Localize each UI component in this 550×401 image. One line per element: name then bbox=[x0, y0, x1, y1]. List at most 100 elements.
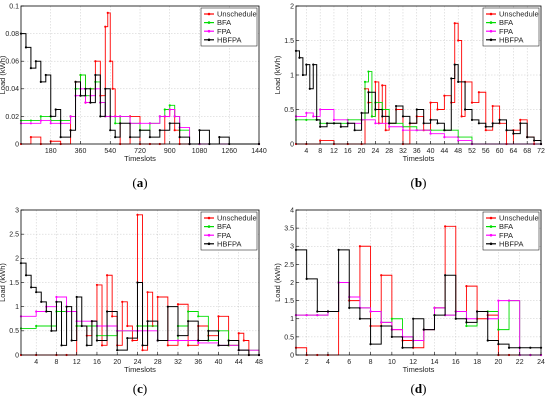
data-point bbox=[401, 129, 405, 132]
data-point bbox=[176, 303, 180, 306]
data-point bbox=[453, 63, 456, 66]
data-point bbox=[104, 87, 107, 90]
legend-label: BFA bbox=[217, 18, 231, 27]
data-point bbox=[332, 122, 336, 125]
data-point bbox=[401, 115, 405, 118]
x-tick-label: 68 bbox=[523, 148, 531, 155]
x-tick-label: 4 bbox=[326, 359, 330, 366]
data-point bbox=[104, 25, 107, 28]
data-point bbox=[187, 320, 190, 323]
data-point bbox=[369, 343, 372, 346]
x-tick-label: 64 bbox=[509, 148, 517, 155]
y-tick-label: 0 bbox=[15, 352, 19, 359]
x-tick-label: 12 bbox=[73, 359, 81, 366]
legend-marker bbox=[207, 21, 211, 24]
x-tick-label: 4 bbox=[304, 148, 308, 155]
legend-label: HBFPA bbox=[499, 35, 523, 44]
panel-caption: (b) bbox=[411, 175, 427, 190]
data-point bbox=[390, 317, 393, 320]
y-tick-label: 4 bbox=[290, 207, 294, 214]
legend-marker bbox=[207, 38, 211, 42]
data-point bbox=[415, 108, 418, 111]
data-point bbox=[141, 349, 144, 352]
data-point bbox=[457, 80, 460, 83]
data-point bbox=[381, 115, 384, 118]
data-point bbox=[176, 339, 180, 342]
data-point bbox=[332, 118, 336, 121]
data-point bbox=[470, 118, 474, 121]
data-point bbox=[443, 94, 446, 97]
data-point bbox=[380, 324, 383, 328]
data-point bbox=[457, 139, 460, 142]
x-tick-label: 12 bbox=[409, 359, 417, 366]
data-point bbox=[111, 315, 114, 318]
y-tick-label: 1 bbox=[290, 316, 294, 323]
data-point bbox=[131, 339, 134, 342]
data-point bbox=[305, 314, 308, 317]
legend-label: FPA bbox=[217, 27, 231, 36]
x-tick-label: 720 bbox=[134, 148, 146, 155]
data-point bbox=[242, 339, 245, 342]
y-tick-label: 0 bbox=[290, 352, 294, 359]
legend-label: HBFPA bbox=[217, 35, 241, 44]
y-tick-label: 0.5 bbox=[9, 328, 19, 335]
data-point bbox=[337, 248, 340, 251]
y-tick-label: 0.04 bbox=[5, 86, 19, 93]
data-point bbox=[45, 310, 48, 313]
data-point bbox=[491, 104, 494, 108]
y-tick-label: 1 bbox=[290, 72, 294, 79]
data-point bbox=[114, 122, 117, 125]
legend-marker bbox=[207, 233, 211, 237]
data-point bbox=[163, 108, 166, 111]
x-tick-label: 32 bbox=[399, 148, 407, 155]
data-point bbox=[100, 344, 104, 347]
data-point bbox=[141, 344, 144, 347]
data-point bbox=[529, 346, 532, 349]
series-line-hbfpa bbox=[21, 262, 259, 356]
data-point bbox=[470, 101, 474, 104]
x-tick-label: 44 bbox=[440, 148, 448, 155]
y-tick-label: 0 bbox=[290, 141, 294, 148]
data-point bbox=[148, 122, 152, 125]
data-point bbox=[315, 118, 318, 121]
data-point bbox=[109, 60, 112, 63]
x-tick-label: 8 bbox=[318, 148, 322, 155]
data-point bbox=[384, 129, 387, 132]
data-point bbox=[55, 300, 58, 303]
data-point bbox=[44, 73, 47, 77]
data-point bbox=[166, 305, 169, 308]
data-point bbox=[519, 122, 522, 125]
data-point bbox=[497, 343, 500, 346]
legend-label: Unschedule bbox=[217, 214, 257, 223]
data-point bbox=[105, 310, 109, 313]
series-line-fpa bbox=[296, 282, 541, 356]
data-point bbox=[436, 122, 439, 125]
data-point bbox=[49, 122, 52, 125]
data-point bbox=[158, 115, 161, 118]
data-point bbox=[401, 346, 404, 349]
data-point bbox=[484, 125, 487, 128]
y-tick-label: 3 bbox=[15, 207, 19, 214]
data-point bbox=[305, 63, 308, 66]
data-point bbox=[173, 115, 176, 118]
data-point bbox=[217, 315, 220, 318]
data-point bbox=[89, 101, 92, 104]
legend-marker bbox=[207, 216, 211, 220]
data-point bbox=[39, 115, 42, 118]
x-tick-label: 28 bbox=[385, 148, 393, 155]
x-tick-label: 2 bbox=[305, 359, 309, 366]
data-point bbox=[35, 291, 38, 294]
x-tick-label: 10 bbox=[388, 359, 396, 366]
data-point bbox=[114, 115, 117, 118]
y-tick-label: 3 bbox=[290, 244, 294, 251]
y-tick-label: 0.08 bbox=[5, 31, 19, 38]
y-tick-label: 0.1 bbox=[9, 3, 19, 10]
x-tick-label: 24 bbox=[371, 148, 379, 155]
data-point bbox=[429, 118, 432, 121]
y-tick-label: 1.5 bbox=[284, 38, 294, 45]
data-point bbox=[95, 339, 99, 342]
data-point bbox=[24, 46, 28, 49]
data-point bbox=[443, 129, 446, 132]
y-tick-label: 2.5 bbox=[9, 232, 19, 239]
data-point bbox=[29, 136, 33, 139]
